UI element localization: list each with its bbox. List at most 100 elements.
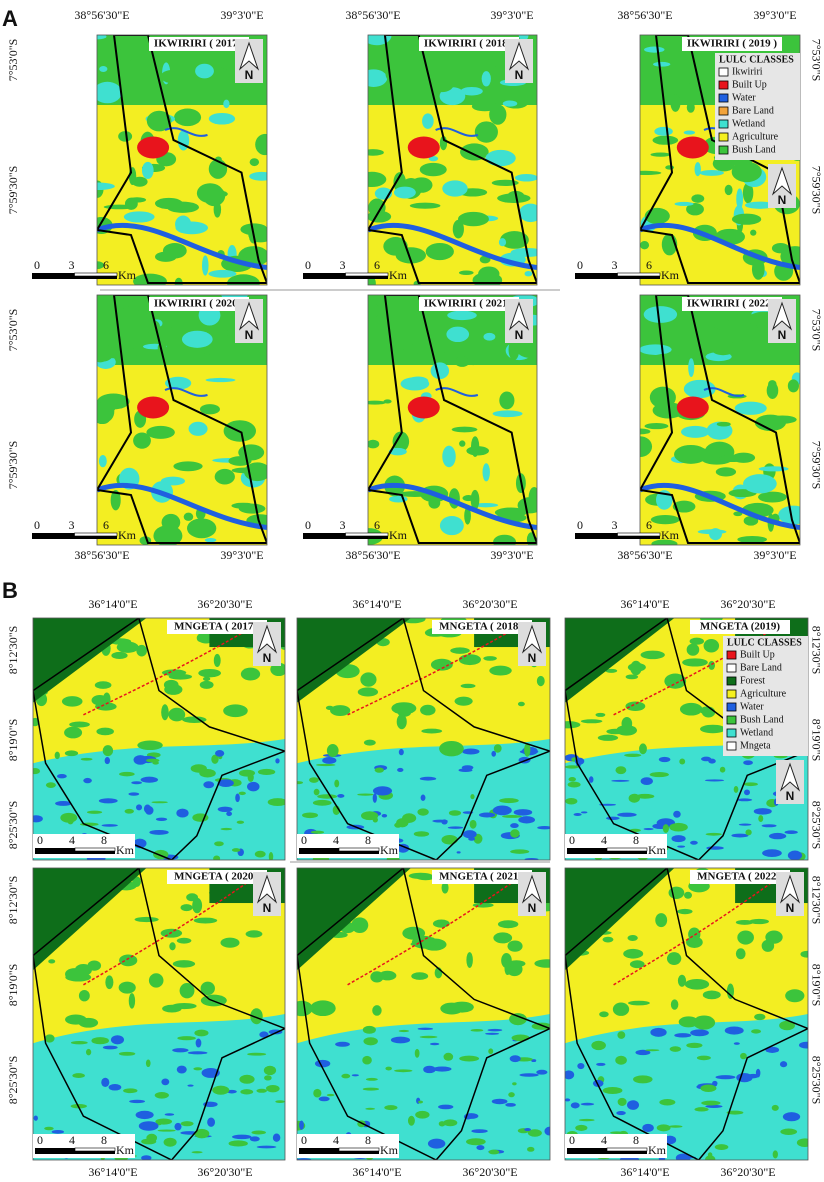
- land-cover: [327, 1094, 335, 1096]
- land-cover: [363, 1088, 379, 1091]
- land-cover: [128, 792, 139, 795]
- land-cover: [136, 804, 142, 810]
- bush-land: [447, 311, 477, 320]
- bush-land: [483, 656, 497, 661]
- latitude-label: 7°53'0"S: [6, 309, 20, 352]
- bush-land: [215, 469, 235, 485]
- bush-land: [463, 495, 475, 501]
- bush-land: [206, 378, 236, 382]
- land-cover: [165, 1113, 175, 1116]
- bush-land: [755, 415, 786, 431]
- bush-land: [629, 171, 661, 175]
- bush-land: [688, 358, 694, 377]
- land-cover: [737, 798, 752, 801]
- bush-land: [667, 952, 681, 965]
- bush-land: [249, 172, 274, 181]
- bush-land: [397, 714, 407, 729]
- land-cover: [617, 813, 637, 817]
- bush-land: [433, 920, 450, 928]
- bush-land: [784, 46, 797, 53]
- land-cover: [133, 755, 147, 765]
- legend-swatch: [719, 133, 728, 141]
- bush-land: [472, 101, 498, 111]
- land-cover: [645, 1049, 659, 1051]
- land-cover: [156, 818, 167, 821]
- land-cover: [313, 800, 332, 806]
- map-title: MNGETA (2019): [700, 621, 780, 633]
- bush-land: [750, 230, 756, 236]
- land-cover: [624, 754, 641, 757]
- scale-label: 0: [577, 518, 583, 532]
- bush-land: [221, 938, 240, 948]
- north-label: N: [263, 901, 272, 915]
- bush-land: [639, 743, 647, 754]
- bush-land: [485, 150, 515, 166]
- bush-land: [493, 932, 512, 943]
- land-cover: [499, 798, 519, 803]
- land-cover: [715, 1144, 729, 1150]
- land-cover: [164, 1138, 177, 1147]
- longitude-label: 38°56'30"E: [74, 8, 129, 22]
- bush-land: [187, 518, 216, 538]
- north-label: N: [245, 328, 254, 342]
- longitude-label: 36°20'30"E: [197, 597, 252, 611]
- land-cover: [141, 1139, 156, 1145]
- land-cover: [123, 1088, 137, 1093]
- land-cover: [671, 826, 684, 828]
- land-cover: [385, 1067, 392, 1071]
- land-cover: [644, 828, 654, 830]
- land-cover: [686, 1043, 702, 1048]
- land-cover: [103, 1046, 118, 1050]
- bush-land: [687, 644, 700, 656]
- land-cover: [144, 805, 151, 813]
- land-cover: [725, 1026, 744, 1034]
- land-cover: [797, 1138, 813, 1147]
- bush-land: [399, 349, 416, 365]
- land-cover: [240, 1089, 253, 1094]
- land-cover: [479, 813, 495, 818]
- land-cover: [527, 1147, 534, 1152]
- legend-swatch: [727, 716, 736, 724]
- land-cover: [193, 1067, 202, 1070]
- legend-label: Forest: [740, 675, 765, 686]
- bush-land: [119, 47, 133, 63]
- land-cover: [258, 769, 275, 775]
- land-cover: [141, 777, 158, 783]
- land-cover: [235, 793, 240, 802]
- land-cover: [292, 781, 303, 784]
- bush-land: [92, 695, 109, 706]
- land-cover: [391, 1037, 410, 1044]
- land-cover: [565, 798, 577, 805]
- bush-land: [493, 410, 523, 417]
- map-title: MNGETA ( 2018 ): [439, 621, 525, 633]
- bush-land: [440, 516, 464, 535]
- latitude-label: 7°59'30"S: [6, 441, 20, 490]
- land-cover: [239, 792, 246, 795]
- land-cover: [373, 793, 377, 802]
- land-cover: [448, 826, 463, 828]
- bush-land: [459, 654, 481, 665]
- land-cover: [177, 1066, 187, 1074]
- land-cover: [510, 829, 520, 838]
- land-cover: [512, 1082, 517, 1085]
- legend-swatch: [727, 677, 736, 685]
- panel-label: A: [2, 6, 18, 31]
- bush-land: [255, 134, 275, 155]
- land-cover: [174, 1123, 181, 1131]
- bush-land: [195, 64, 214, 79]
- land-cover: [679, 759, 685, 765]
- land-cover: [700, 1085, 716, 1092]
- scale-label: 8: [101, 833, 107, 847]
- bush-land: [125, 198, 138, 210]
- longitude-label: 38°56'30"E: [345, 8, 400, 22]
- scale-bar-mid: [618, 533, 661, 536]
- bush-land: [519, 204, 542, 222]
- legend-swatch: [719, 81, 728, 89]
- land-cover: [671, 835, 685, 842]
- longitude-label: 36°20'30"E: [462, 1165, 517, 1179]
- land-cover: [769, 833, 786, 839]
- legend-title: LULC CLASSES: [719, 54, 794, 65]
- land-cover: [218, 807, 233, 812]
- land-cover: [158, 1129, 176, 1131]
- bush-land: [788, 379, 799, 392]
